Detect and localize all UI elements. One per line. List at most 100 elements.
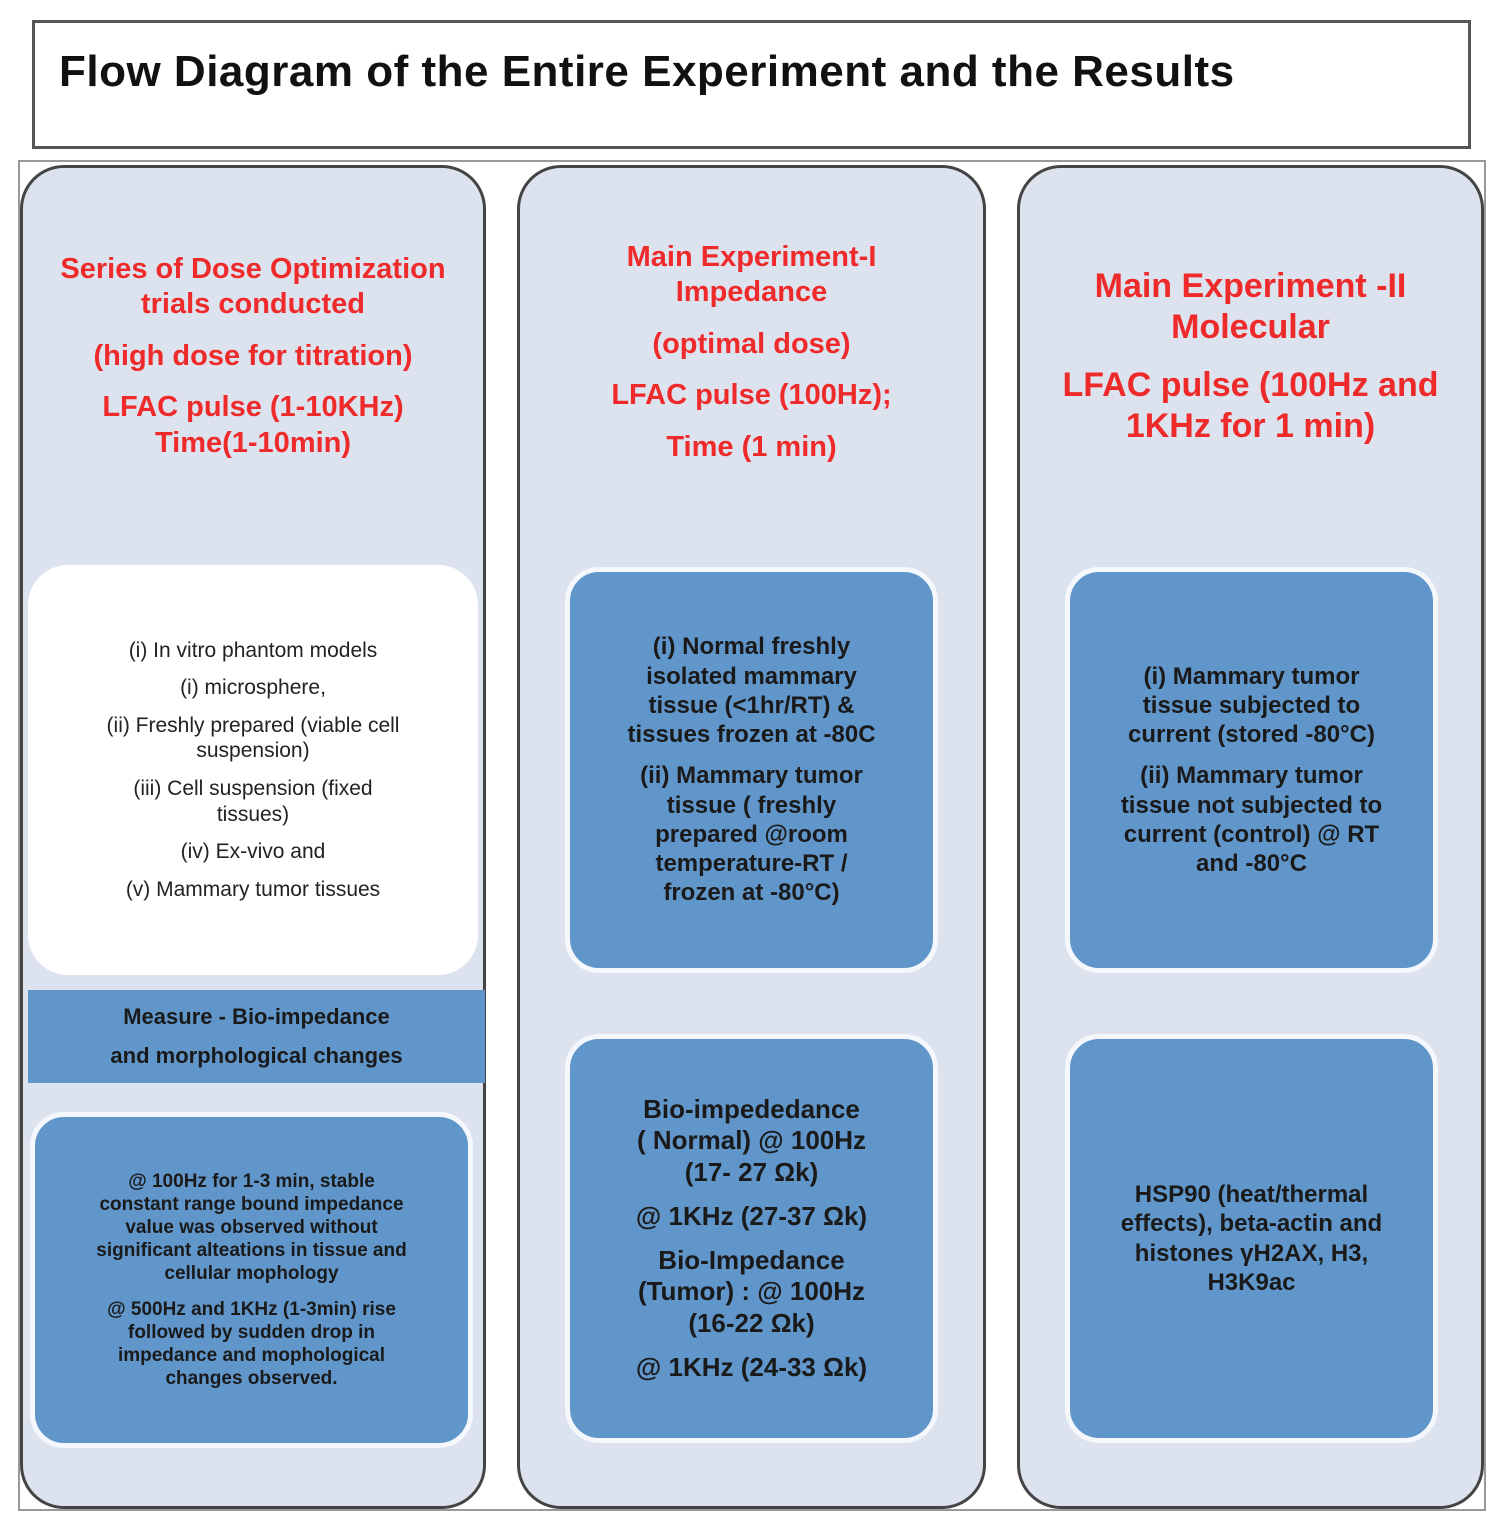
text-line: (iv) Ex-vivo and xyxy=(180,840,326,864)
text-line: (i) Mammary tumor xyxy=(1143,662,1360,690)
diagram-frame xyxy=(18,160,1486,1511)
text-block: (i) microsphere, xyxy=(180,675,326,701)
text-block: (ii) Mammary tumor tissue not subjected t… xyxy=(1121,761,1382,878)
text-block: @ 500Hz and 1KHz (1-3min) rise followed b… xyxy=(107,1298,396,1391)
text-line: frozen at -80°C) xyxy=(663,879,840,907)
text-line: tissue (<1hr/RT) & xyxy=(648,691,855,719)
text-line: Main Experiment -II xyxy=(1094,267,1407,305)
text-block: LFAC pulse (100Hz); xyxy=(611,378,891,413)
text-block: Measure - Bio-impedance xyxy=(123,1004,390,1031)
title-box: Flow Diagram of the Entire Experiment an… xyxy=(32,20,1471,149)
text-block: Main Experiment -II Molecular xyxy=(1095,266,1407,349)
text-line: LFAC pulse (1-10KHz) xyxy=(102,391,404,424)
text-line: temperature-RT / xyxy=(655,850,848,878)
text-block: (ii) Mammary tumor tissue ( freshly prepar… xyxy=(640,761,863,907)
text-line: current (control) @ RT xyxy=(1123,820,1380,848)
text-line: Molecular xyxy=(1171,308,1330,347)
text-line: current (stored -80°C) xyxy=(1128,721,1375,749)
text-block: (i) Normal freshly isolated mammary tissue… xyxy=(627,632,875,749)
text-line: (high dose for titration) xyxy=(93,339,413,372)
text-block: Bio-Impedance (Tumor) : @ 100Hz (16-22 Ωk) xyxy=(638,1245,865,1340)
text-line: Time(1-10min) xyxy=(154,426,352,459)
text-block: HSP90 (heat/thermal effects), beta-actin … xyxy=(1121,1180,1382,1297)
text-block: Main Experiment-I Impedance xyxy=(627,240,877,311)
text-line: Bio-impededance xyxy=(643,1093,860,1124)
text-line: 1KHz for 1 min) xyxy=(1125,407,1376,446)
text-line: (i) In vitro phantom models xyxy=(128,638,378,662)
text-line: Bio-Impedance xyxy=(658,1244,845,1275)
text-line: (i) Normal freshly xyxy=(652,633,851,661)
text-line: significant alteations in tissue and xyxy=(96,1240,407,1262)
text-line: (17- 27 Ωk) xyxy=(684,1157,819,1188)
text-line: and morphological changes xyxy=(110,1042,403,1068)
text-line: @ 1KHz (24-33 Ωk) xyxy=(635,1351,868,1382)
text-block: Time (1 min) xyxy=(666,430,836,465)
text-line: tissues frozen at -80C xyxy=(627,721,876,749)
text-line: HSP90 (heat/thermal xyxy=(1134,1180,1369,1208)
text-line: (optimal dose) xyxy=(652,327,851,360)
text-line: cellular mophology xyxy=(164,1263,339,1285)
text-line: LFAC pulse (100Hz); xyxy=(611,379,892,412)
dose-optimization-header: Series of Dose Optimization trials conduc… xyxy=(20,252,486,477)
text-block: (iii) Cell suspension (fixed tissues) xyxy=(133,776,372,827)
text-line: @ 100Hz for 1-3 min, stable xyxy=(128,1170,375,1192)
text-line: Series of Dose Optimization xyxy=(60,253,446,285)
text-line: tissue not subjected to xyxy=(1120,791,1383,819)
dose-result-box: @ 100Hz for 1-3 min, stable constant rang… xyxy=(30,1112,473,1448)
text-line: @ 500Hz and 1KHz (1-3min) rise xyxy=(107,1298,396,1320)
text-line: Time (1 min) xyxy=(666,430,837,463)
text-block: @ 100Hz for 1-3 min, stable constant rang… xyxy=(96,1170,406,1286)
text-line: followed by sudden drop in xyxy=(128,1321,375,1343)
text-line: ( Normal) @ 100Hz xyxy=(636,1125,867,1156)
text-block: LFAC pulse (1-10KHz) Time(1-10min) xyxy=(102,390,403,461)
text-line: suspension) xyxy=(196,739,310,763)
measure-box: Measure - Bio-impedance and morphological… xyxy=(28,990,485,1083)
text-line: Main Experiment-I xyxy=(626,241,877,273)
main-experiment-1-header: Main Experiment-I Impedance (optimal dose)… xyxy=(517,240,986,481)
text-line: (ii) Mammary tumor xyxy=(1140,762,1363,790)
experiment-2-samples-box: (i) Mammary tumor tissue subjected to curr… xyxy=(1065,567,1438,973)
text-block: LFAC pulse (100Hz and 1KHz for 1 min) xyxy=(1063,365,1439,448)
text-line: (iii) Cell suspension (fixed xyxy=(133,777,373,800)
text-line: trials conducted xyxy=(140,288,365,321)
text-line: impedance and mophological xyxy=(117,1344,386,1366)
model-types-box: (i) In vitro phantom models (i) microsphe… xyxy=(28,565,478,975)
text-line: @ 1KHz (27-37 Ωk) xyxy=(635,1200,868,1231)
text-line: (i) microsphere, xyxy=(180,676,326,700)
text-line: constant range bound impedance xyxy=(99,1193,404,1215)
text-line: (ii) Mammary tumor xyxy=(640,762,863,790)
text-block: (iv) Ex-vivo and xyxy=(181,839,326,865)
molecular-markers-box: HSP90 (heat/thermal effects), beta-actin … xyxy=(1065,1034,1438,1443)
text-line: LFAC pulse (100Hz and xyxy=(1062,365,1439,404)
text-line: (v) Mammary tumor tissues xyxy=(125,877,381,901)
text-line: value was observed without xyxy=(125,1217,378,1239)
text-line: H3K9ac xyxy=(1207,1268,1296,1296)
text-block: and morphological changes xyxy=(110,1043,402,1070)
text-line: isolated mammary xyxy=(646,662,857,690)
main-experiment-2-header: Main Experiment -II Molecular LFAC pulse (… xyxy=(1017,266,1484,464)
text-line: (Tumor) : @ 100Hz xyxy=(637,1276,866,1307)
text-line: tissue ( freshly xyxy=(666,791,837,819)
text-line: Impedance xyxy=(675,276,828,309)
text-block: (i) Mammary tumor tissue subjected to curr… xyxy=(1128,662,1375,750)
text-block: (high dose for titration) xyxy=(94,339,413,374)
text-line: effects), beta-actin and xyxy=(1120,1210,1383,1238)
diagram-title: Flow Diagram of the Entire Experiment an… xyxy=(59,47,1235,96)
text-block: @ 1KHz (24-33 Ωk) xyxy=(636,1352,867,1384)
experiment-1-samples-box: (i) Normal freshly isolated mammary tissue… xyxy=(565,567,938,973)
text-block: @ 1KHz (27-37 Ωk) xyxy=(636,1201,867,1233)
text-line: (16-22 Ωk) xyxy=(688,1307,815,1338)
text-line: and -80°C xyxy=(1196,850,1307,878)
text-block: Series of Dose Optimization trials conduc… xyxy=(60,252,445,323)
text-line: tissue subjected to xyxy=(1142,691,1361,719)
text-line: tissues) xyxy=(216,802,290,826)
text-block: Bio-impededance( Normal) @ 100Hz (17- 27 … xyxy=(637,1094,866,1189)
text-line: histones γH2AX, H3, xyxy=(1134,1239,1369,1267)
text-line: changes observed. xyxy=(165,1368,338,1390)
text-line: prepared @room xyxy=(655,820,848,848)
text-block: (optimal dose) xyxy=(652,327,850,362)
bio-impedance-result-box: Bio-impededance( Normal) @ 100Hz (17- 27 … xyxy=(565,1034,938,1443)
text-line: (ii) Freshly prepared (viable cell xyxy=(106,713,400,737)
text-block: (ii) Freshly prepared (viable cell suspen… xyxy=(107,713,400,764)
text-block: (i) In vitro phantom models xyxy=(129,638,378,664)
